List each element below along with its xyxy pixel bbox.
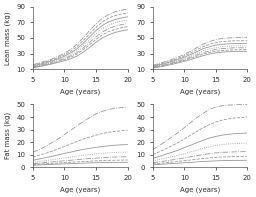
X-axis label: Age (years): Age (years) bbox=[60, 88, 100, 95]
X-axis label: Age (years): Age (years) bbox=[180, 88, 220, 95]
Y-axis label: Lean mass (kg): Lean mass (kg) bbox=[4, 11, 11, 65]
Y-axis label: Fat mass (kg): Fat mass (kg) bbox=[4, 112, 11, 159]
X-axis label: Age (years): Age (years) bbox=[60, 186, 100, 193]
X-axis label: Age (years): Age (years) bbox=[180, 186, 220, 193]
